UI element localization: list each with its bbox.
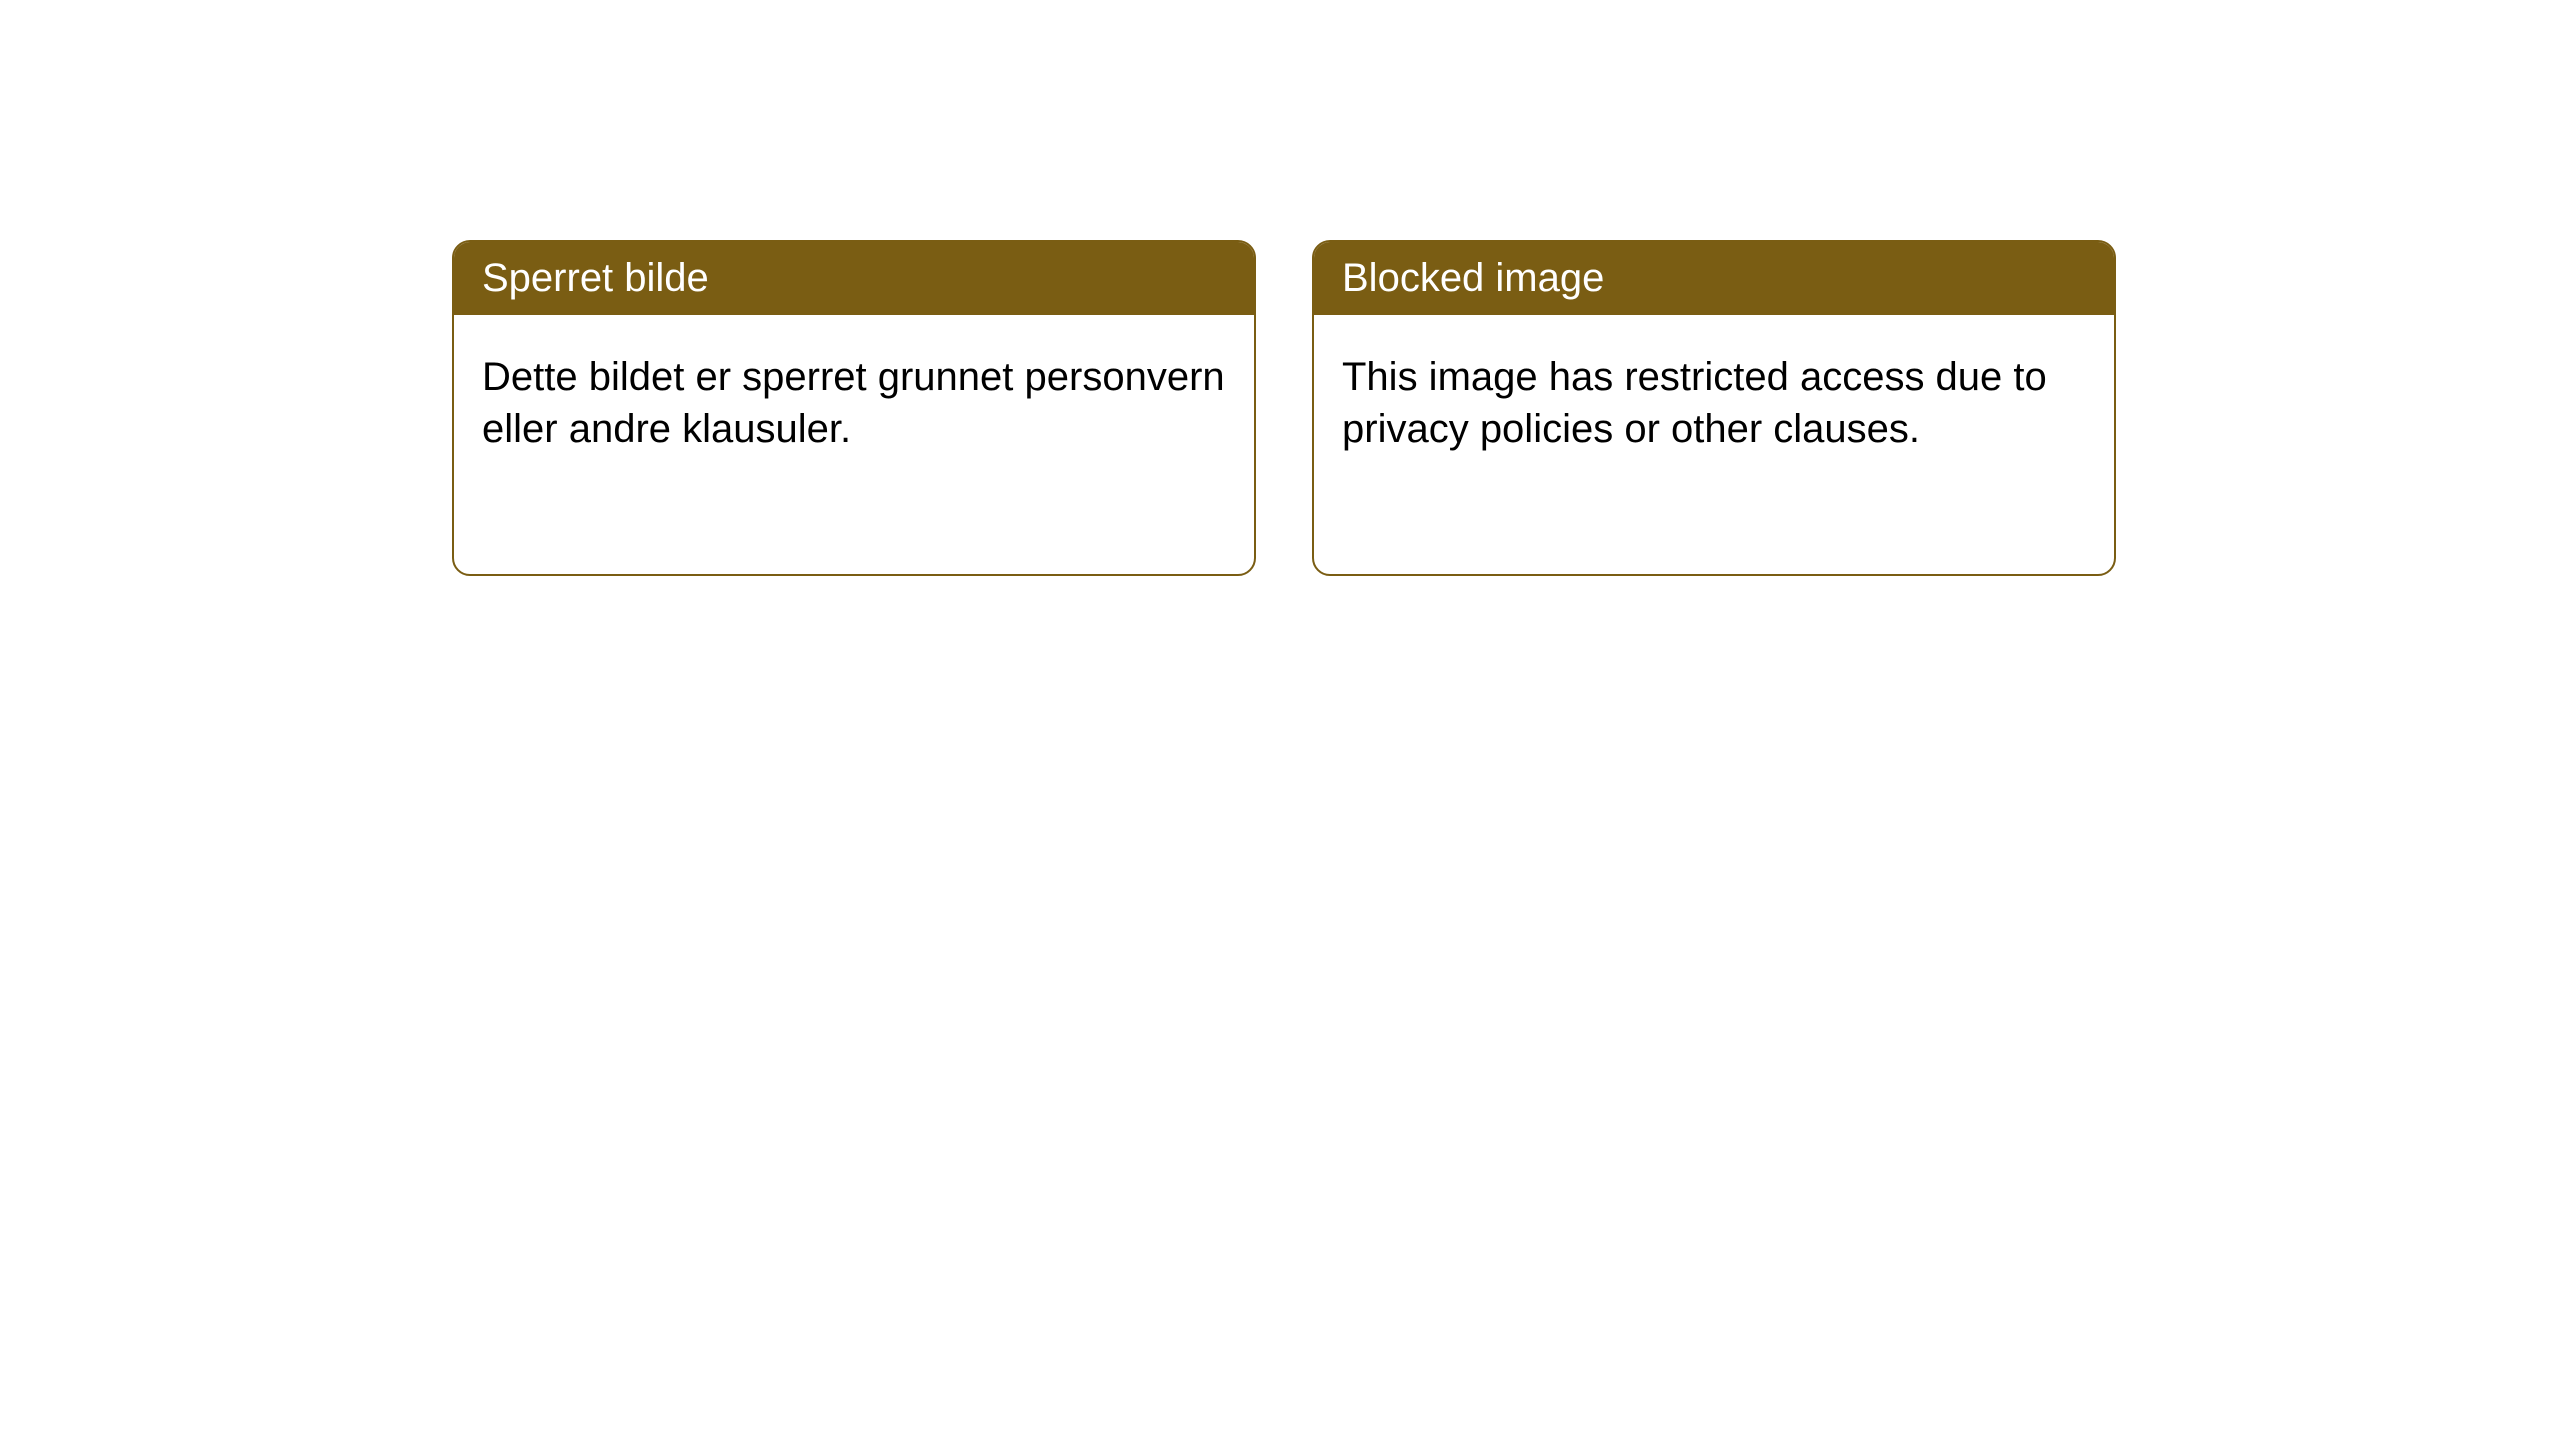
notice-card-norwegian: Sperret bilde Dette bildet er sperret gr… [452,240,1256,576]
notice-text-english: This image has restricted access due to … [1342,355,2047,451]
notice-title-english: Blocked image [1342,256,1604,300]
notice-header-english: Blocked image [1314,242,2114,315]
notice-card-english: Blocked image This image has restricted … [1312,240,2116,576]
notice-text-norwegian: Dette bildet er sperret grunnet personve… [482,355,1225,451]
notice-container: Sperret bilde Dette bildet er sperret gr… [0,0,2560,576]
notice-body-norwegian: Dette bildet er sperret grunnet personve… [454,315,1254,491]
notice-header-norwegian: Sperret bilde [454,242,1254,315]
notice-body-english: This image has restricted access due to … [1314,315,2114,491]
notice-title-norwegian: Sperret bilde [482,256,709,300]
